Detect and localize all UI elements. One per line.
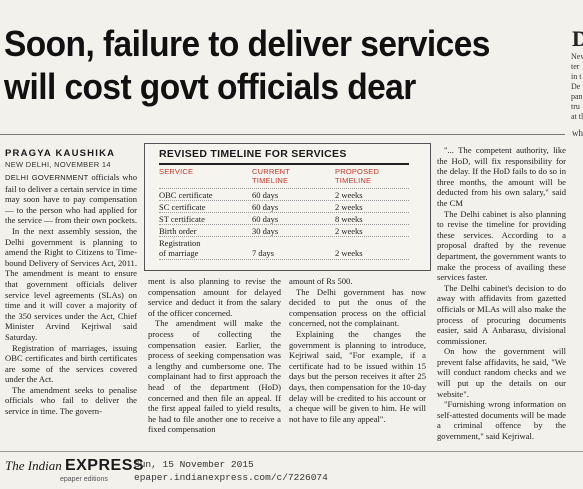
table-title: REVISED TIMELINE FOR SERVICES: [159, 148, 347, 160]
adjacent-story-fragment: wh: [572, 128, 583, 138]
article-paragraph: ment is also planning to revise the comp…: [148, 276, 281, 318]
footer-divider: [0, 451, 583, 452]
article-column-4: "... The competent authority, like the H…: [437, 145, 566, 442]
table-header-service: SERVICE: [159, 167, 194, 176]
article-paragraph: DELHI GOVERNMENT officials who fail to d…: [5, 172, 137, 226]
byline-dateline: NEW DELHI, NOVEMBER 14: [5, 160, 111, 169]
adjacent-story-text: New ter in t De pan tru at tl: [571, 52, 583, 121]
article-column-3: amount of Rs 500. The Delhi government h…: [289, 276, 426, 424]
table-row: SC certificate 60 days 2 weeks: [159, 200, 409, 212]
epaper-url: epaper.indianexpress.com/c/7226074: [134, 472, 328, 483]
table-row: OBC certificate 60 days 2 weeks: [159, 188, 409, 200]
timeline-table: REVISED TIMELINE FOR SERVICES SERVICE CU…: [144, 143, 431, 271]
article-paragraph: The Delhi government has now decided to …: [289, 286, 426, 329]
adjacent-story-cap: D: [572, 26, 583, 51]
article-paragraph: Explaining the changes the government is…: [289, 328, 426, 424]
article-paragraph: In the next assembly session, the Delhi …: [5, 225, 137, 342]
article-paragraph: The amendment will make the process of c…: [148, 318, 281, 435]
article-column-1: DELHI GOVERNMENT officials who fail to d…: [5, 172, 137, 417]
logo-subtitle: epaper editions: [60, 476, 108, 483]
table-row: Birth order 30 days 2 weeks: [159, 224, 409, 236]
headline-line-2: will cost govt officials dear: [4, 66, 416, 107]
article-paragraph: The Delhi cabinet is also planning to re…: [437, 208, 566, 283]
table-row: ST certificate 60 days 8 weeks: [159, 212, 409, 224]
table-header-proposed: PROPOSED TIMELINE: [335, 167, 380, 185]
edition-date: Sun, 15 November 2015: [134, 459, 254, 470]
lead-caps: DELHI GOVERNMENT: [5, 173, 89, 182]
table-row: Registration of marriage 7 days 2 weeks: [159, 236, 409, 260]
article-paragraph: "Furnishing wrong information on self-at…: [437, 399, 566, 442]
article-column-2: ment is also planning to revise the comp…: [148, 276, 281, 435]
article-paragraph: Registration of marriages, issuing OBC c…: [5, 342, 137, 385]
article-paragraph: The amendment seeks to penalise official…: [5, 384, 137, 417]
headline-divider: [0, 134, 565, 135]
headline-line-1: Soon, failure to deliver services: [4, 23, 490, 64]
article-paragraph: amount of Rs 500.: [289, 276, 353, 286]
headline: Soon, failure to deliver services will c…: [4, 22, 525, 108]
article-paragraph: The Delhi cabinet's decision to do away …: [437, 282, 566, 346]
table-title-rule: [159, 163, 409, 165]
indian-express-logo: The Indian EXPRESS: [5, 457, 145, 474]
byline-author: PRAGYA KAUSHIKA: [5, 148, 116, 159]
article-paragraph: On how the government will prevent false…: [437, 346, 566, 399]
article-paragraph: "... The competent authority, like the H…: [437, 145, 566, 208]
table-header-current: CURRENT TIMELINE: [252, 167, 291, 185]
